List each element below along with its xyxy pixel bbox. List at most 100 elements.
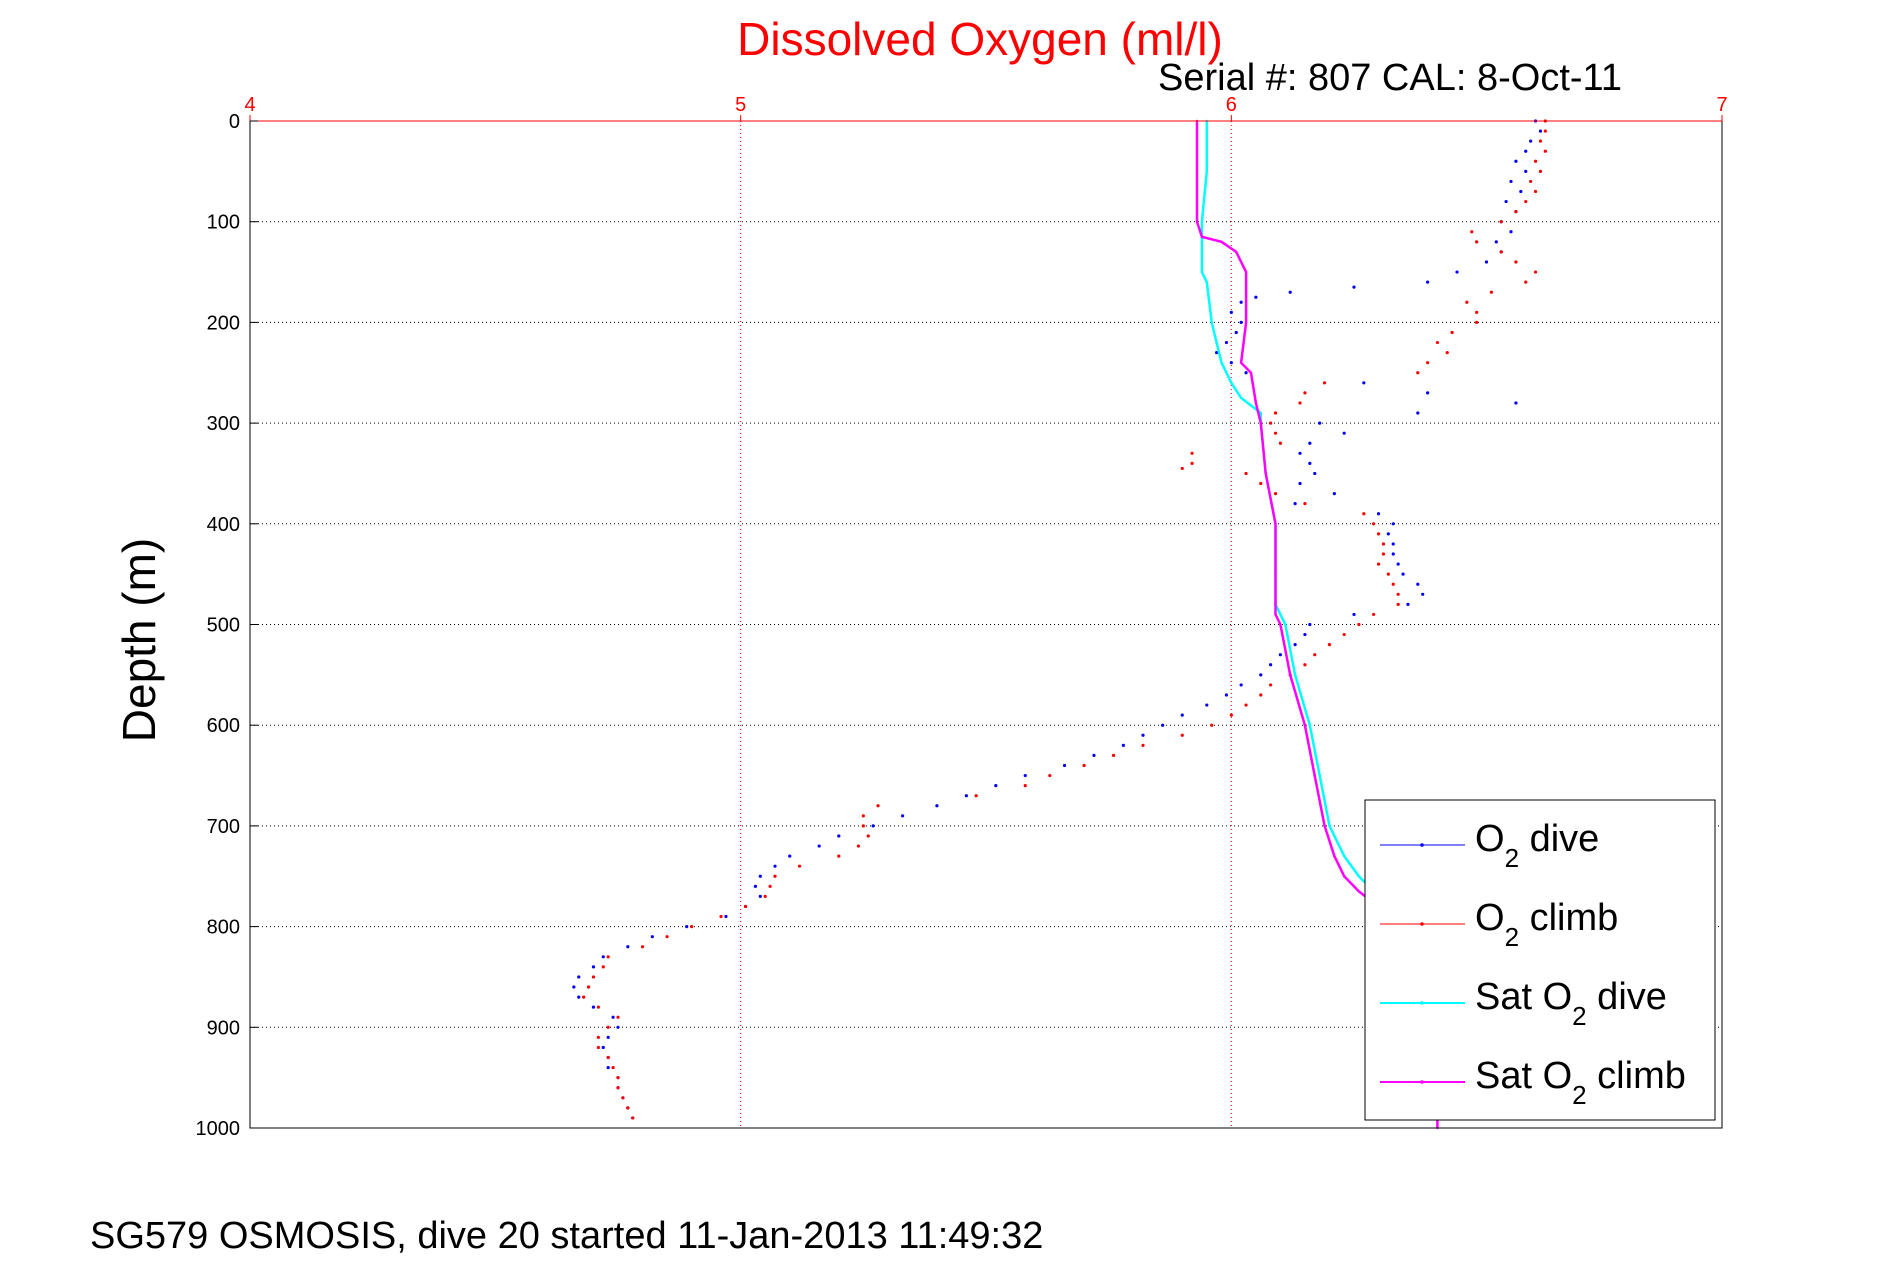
data-point xyxy=(1200,270,1204,274)
data-point xyxy=(1180,466,1184,471)
data-point xyxy=(1254,401,1258,405)
data-point xyxy=(1391,552,1395,556)
data-point xyxy=(1293,643,1297,647)
data-point xyxy=(1499,250,1503,254)
data-point xyxy=(1259,481,1263,486)
data-point xyxy=(1200,250,1204,254)
data-point xyxy=(1284,623,1287,626)
grid-layer xyxy=(250,121,1722,1128)
data-point xyxy=(1205,170,1209,173)
data-point xyxy=(1509,179,1513,184)
data-point xyxy=(1323,824,1326,828)
data-point xyxy=(1195,170,1199,173)
data-point xyxy=(1381,542,1386,546)
data-point xyxy=(753,884,757,888)
axis-layer: 4 5 6 7 0 100 200 300 400 500 600 700 800 900 1000 xyxy=(196,94,1728,1140)
data-point xyxy=(1416,411,1420,415)
data-point xyxy=(1494,240,1498,244)
data-point xyxy=(1274,522,1277,525)
data-point xyxy=(1273,411,1278,415)
data-point xyxy=(606,1065,610,1070)
data-point xyxy=(1514,210,1518,214)
y-tick-label: 700 xyxy=(207,816,240,838)
data-point xyxy=(611,1065,615,1070)
data-point xyxy=(1421,592,1425,596)
data-point xyxy=(1376,532,1381,536)
data-point xyxy=(1396,562,1400,566)
data-point xyxy=(640,945,645,949)
legend: O2 dive O2 climb Sat O2 dive Sat O2 climb xyxy=(1364,799,1716,1121)
y-tick-label: 900 xyxy=(207,1017,240,1039)
data-point xyxy=(1259,421,1262,425)
data-point xyxy=(1475,310,1479,314)
data-point xyxy=(1529,179,1533,184)
data-point xyxy=(1533,159,1538,163)
data-point xyxy=(1322,381,1327,385)
data-point xyxy=(1504,199,1508,204)
data-point xyxy=(596,1045,600,1050)
data-point xyxy=(1538,169,1543,173)
data-point xyxy=(616,1076,620,1080)
data-point xyxy=(837,854,841,858)
series-o2-climb xyxy=(582,119,1547,1120)
data-point xyxy=(1298,451,1302,455)
data-point xyxy=(797,864,802,868)
data-point xyxy=(591,965,596,969)
data-point xyxy=(1023,773,1027,778)
data-point xyxy=(1533,189,1538,194)
data-point xyxy=(631,1116,635,1120)
data-point xyxy=(1190,451,1194,455)
data-point xyxy=(616,1015,620,1019)
data-point xyxy=(1376,562,1381,566)
data-point xyxy=(856,844,861,848)
data-point xyxy=(1274,613,1277,616)
data-point xyxy=(577,995,581,999)
data-point xyxy=(1435,340,1440,345)
data-point xyxy=(758,894,762,898)
data-point xyxy=(1224,340,1229,345)
data-point xyxy=(1391,522,1395,526)
data-point xyxy=(1529,139,1533,143)
y-tick-label: 500 xyxy=(207,615,240,637)
data-point xyxy=(1195,220,1199,223)
data-point xyxy=(1401,572,1405,576)
data-point xyxy=(1318,421,1322,425)
legend-label: O2 climb xyxy=(1475,897,1618,952)
data-point xyxy=(1475,320,1479,324)
legend-item-o2-dive: O2 dive xyxy=(1380,818,1599,873)
data-point xyxy=(1543,149,1547,153)
data-point xyxy=(626,945,630,949)
data-point xyxy=(1244,270,1248,274)
data-point xyxy=(1450,330,1454,335)
data-point xyxy=(1239,396,1243,400)
data-point xyxy=(1426,361,1430,365)
y-tick-label: 0 xyxy=(229,111,240,133)
data-point xyxy=(1332,491,1336,496)
data-point xyxy=(1386,532,1390,536)
data-point xyxy=(1318,774,1321,777)
data-point xyxy=(601,955,605,959)
data-point xyxy=(1352,285,1356,289)
data-point xyxy=(866,834,870,838)
data-point xyxy=(1293,502,1297,506)
data-point xyxy=(1298,481,1302,486)
data-point xyxy=(1303,663,1307,667)
data-point xyxy=(1244,301,1248,304)
data-point xyxy=(1121,743,1125,747)
data-point xyxy=(1264,472,1267,475)
data-point xyxy=(650,935,654,939)
data-point xyxy=(1268,683,1273,687)
data-point xyxy=(1538,139,1543,143)
data-point xyxy=(1200,220,1204,223)
data-point xyxy=(601,965,605,969)
data-point xyxy=(1293,673,1297,677)
data-point xyxy=(1205,280,1209,284)
data-point xyxy=(1303,632,1307,637)
data-point xyxy=(1278,441,1282,445)
data-point xyxy=(1210,321,1213,324)
data-point xyxy=(1524,149,1528,153)
x-tick-label: 6 xyxy=(1226,94,1237,116)
data-point xyxy=(1298,401,1302,405)
data-point xyxy=(1509,230,1513,234)
data-point xyxy=(1538,129,1543,133)
